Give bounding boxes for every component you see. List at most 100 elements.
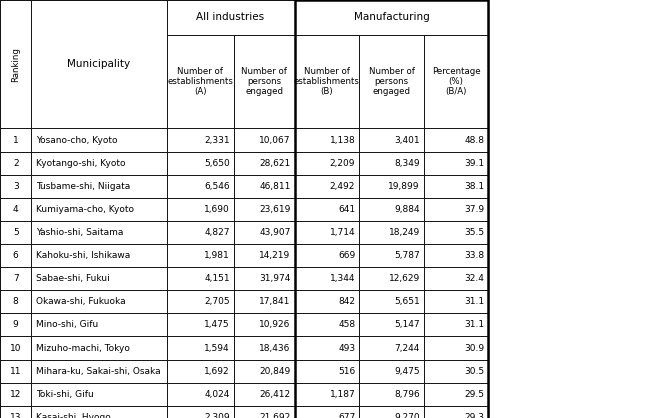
Text: 5,651: 5,651	[394, 297, 420, 306]
Bar	[424, 267, 488, 290]
Text: 669: 669	[338, 251, 355, 260]
Bar	[167, 0, 295, 35]
Bar	[31, 244, 167, 267]
Bar	[167, 406, 234, 418]
Bar	[234, 175, 295, 198]
Text: 9,884: 9,884	[394, 205, 420, 214]
Bar	[359, 175, 424, 198]
Bar	[234, 35, 295, 128]
Text: 30.9: 30.9	[464, 344, 485, 352]
Bar	[167, 175, 234, 198]
Bar	[31, 152, 167, 175]
Text: 6,546: 6,546	[204, 182, 230, 191]
Text: 18,249: 18,249	[389, 228, 420, 237]
Bar	[295, 314, 359, 336]
Text: Number of
establishments
(B): Number of establishments (B)	[294, 66, 360, 97]
Bar	[167, 383, 234, 406]
Text: 2,705: 2,705	[204, 297, 230, 306]
Bar	[167, 128, 234, 152]
Text: 1,692: 1,692	[204, 367, 230, 376]
Bar	[295, 359, 359, 383]
Text: 5,650: 5,650	[204, 159, 230, 168]
Bar	[31, 175, 167, 198]
Text: 43,907: 43,907	[259, 228, 291, 237]
Text: 39.1: 39.1	[464, 159, 485, 168]
Text: 10: 10	[10, 344, 22, 352]
Text: 19,899: 19,899	[389, 182, 420, 191]
Text: 30.5: 30.5	[464, 367, 485, 376]
Text: Yosano-cho, Kyoto: Yosano-cho, Kyoto	[36, 135, 118, 145]
Text: 5,147: 5,147	[394, 321, 420, 329]
Text: 32.4: 32.4	[465, 274, 485, 283]
Bar	[424, 336, 488, 359]
Text: 38.1: 38.1	[464, 182, 485, 191]
Bar	[31, 198, 167, 221]
Bar	[234, 128, 295, 152]
Text: 20,849: 20,849	[259, 367, 291, 376]
Bar	[359, 290, 424, 314]
Bar	[234, 406, 295, 418]
Bar	[167, 359, 234, 383]
Text: 1: 1	[13, 135, 18, 145]
Bar	[295, 267, 359, 290]
Bar	[424, 198, 488, 221]
Bar	[295, 406, 359, 418]
Bar	[167, 314, 234, 336]
Text: 1,138: 1,138	[330, 135, 355, 145]
Text: 4,151: 4,151	[204, 274, 230, 283]
Text: 10,926: 10,926	[259, 321, 291, 329]
Bar	[359, 314, 424, 336]
Bar	[234, 198, 295, 221]
Bar	[295, 0, 488, 35]
Bar	[234, 152, 295, 175]
Text: 9: 9	[13, 321, 18, 329]
Bar	[167, 290, 234, 314]
Bar	[31, 359, 167, 383]
Bar	[359, 35, 424, 128]
Text: Manufacturing: Manufacturing	[353, 12, 430, 22]
Text: Percentage
(%)
(B/A): Percentage (%) (B/A)	[432, 66, 481, 97]
Bar	[424, 314, 488, 336]
Text: 4,024: 4,024	[204, 390, 230, 399]
Bar	[234, 267, 295, 290]
Text: 9,270: 9,270	[394, 413, 420, 418]
Text: 7,244: 7,244	[394, 344, 420, 352]
Text: Mihara-ku, Sakai-shi, Osaka: Mihara-ku, Sakai-shi, Osaka	[36, 367, 161, 376]
Bar	[167, 244, 234, 267]
Text: 1,594: 1,594	[204, 344, 230, 352]
Text: 29.5: 29.5	[464, 390, 485, 399]
Bar	[31, 336, 167, 359]
Bar	[0, 406, 31, 418]
Bar	[234, 383, 295, 406]
Bar	[31, 314, 167, 336]
Bar	[424, 35, 488, 128]
Text: 4: 4	[13, 205, 18, 214]
Text: 12,629: 12,629	[389, 274, 420, 283]
Text: 7: 7	[13, 274, 18, 283]
Bar	[31, 128, 167, 152]
Bar	[424, 221, 488, 244]
Bar	[0, 267, 31, 290]
Bar	[0, 244, 31, 267]
Bar	[295, 152, 359, 175]
Bar	[0, 152, 31, 175]
Bar	[31, 267, 167, 290]
Text: Mino-shi, Gifu: Mino-shi, Gifu	[36, 321, 98, 329]
Bar	[424, 244, 488, 267]
Text: 4,827: 4,827	[204, 228, 230, 237]
Bar	[359, 267, 424, 290]
Text: 14,219: 14,219	[259, 251, 291, 260]
Bar	[295, 244, 359, 267]
Text: 31,974: 31,974	[259, 274, 291, 283]
Bar	[167, 267, 234, 290]
Text: Ranking: Ranking	[11, 47, 20, 82]
Text: 48.8: 48.8	[464, 135, 485, 145]
Text: 8,796: 8,796	[394, 390, 420, 399]
Bar	[424, 152, 488, 175]
Bar	[295, 290, 359, 314]
Text: 9,475: 9,475	[394, 367, 420, 376]
Bar	[167, 35, 234, 128]
Bar	[424, 290, 488, 314]
Bar	[0, 290, 31, 314]
Text: 33.8: 33.8	[464, 251, 485, 260]
